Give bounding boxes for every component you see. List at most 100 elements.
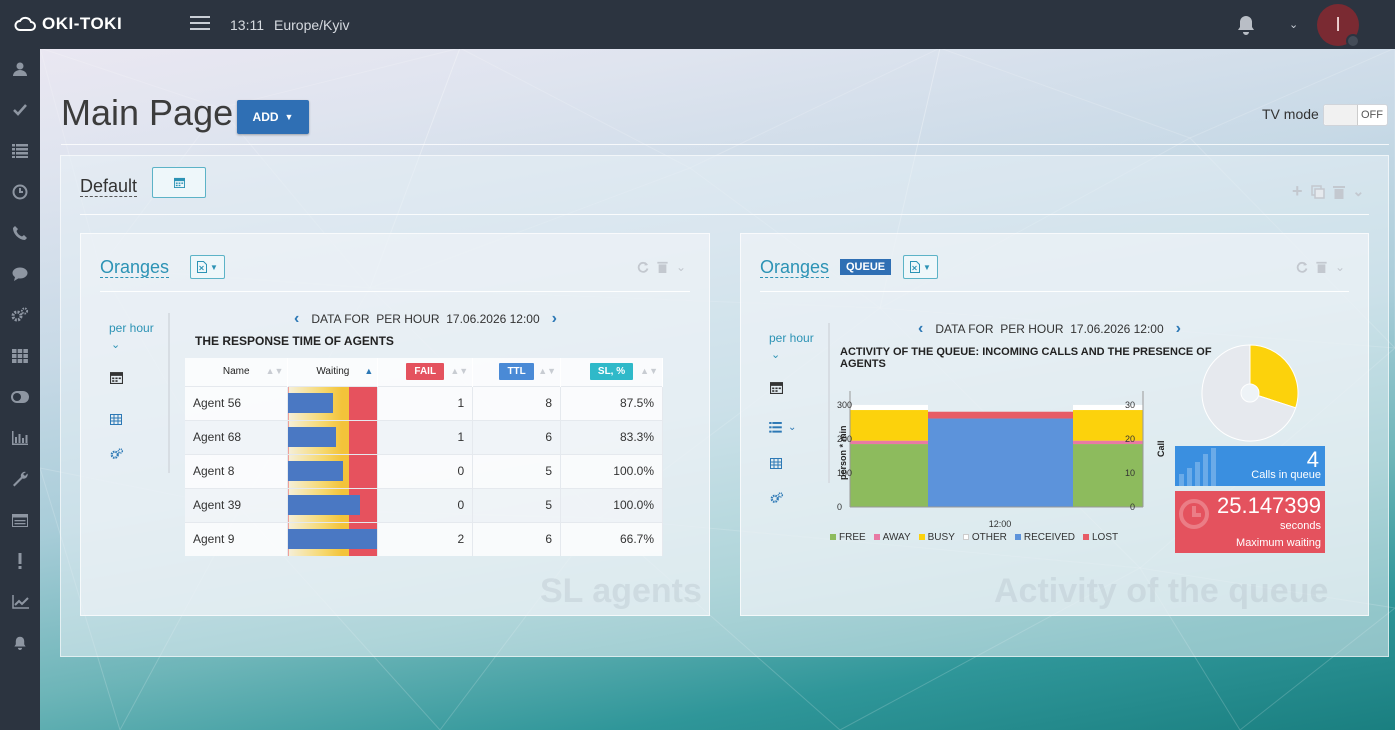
prev-arrow-icon[interactable]: ‹ [294, 310, 300, 327]
tv-mode-toggle[interactable]: OFF [1323, 104, 1388, 126]
divider [61, 144, 1389, 145]
bar-away-0 [850, 440, 928, 445]
ttl-value: 6 [472, 419, 562, 454]
bar-busy-0 [850, 410, 928, 441]
sidebar-grid-icon[interactable] [0, 341, 40, 371]
sidebar-user-icon[interactable] [0, 54, 40, 84]
calendar-icon[interactable] [110, 371, 123, 384]
period-navigator: ‹ DATA FOR PER HOUR 17.06.2026 12:00 › [294, 310, 557, 328]
sidebar-chat-icon[interactable] [0, 259, 40, 289]
trash-icon[interactable] [1316, 261, 1327, 273]
cloud-icon [14, 16, 36, 31]
data-for-label: DATA FOR PER HOUR 17.06.2026 12:00 [311, 312, 540, 326]
chevron-down-icon: ▼ [923, 262, 931, 272]
sidebar-bell-icon[interactable] [0, 628, 40, 658]
add-button[interactable]: ADD ▼ [237, 100, 309, 134]
sidebar-bar-chart-icon[interactable] [0, 423, 40, 453]
legend-item-away[interactable]: AWAY [873, 532, 911, 543]
sidebar-clock-icon[interactable] [0, 177, 40, 207]
sidebar-check-icon[interactable] [0, 95, 40, 125]
fail-value: 2 [377, 521, 474, 556]
export-excel-button[interactable]: ▼ [190, 255, 225, 279]
legend-item-received[interactable]: RECEIVED [1014, 532, 1075, 543]
trash-icon[interactable] [657, 261, 668, 273]
sidebar-list-icon[interactable] [0, 136, 40, 166]
period-select[interactable]: per hour [769, 331, 814, 345]
col-header-fail[interactable]: FAIL ▲▼ [377, 358, 474, 386]
widget-title[interactable]: Oranges [760, 257, 830, 278]
sidebar-alert-icon[interactable] [0, 546, 40, 576]
sl-value: 66.7% [560, 521, 663, 556]
bar-other-1 [1073, 404, 1143, 411]
chart-title: ACTIVITY OF THE QUEUE: INCOMING CALLS AN… [840, 346, 1212, 370]
plus-icon[interactable]: + [1292, 181, 1303, 201]
period-chevron-icon[interactable]: ⌄ [111, 339, 121, 351]
prev-arrow-icon[interactable]: ‹ [918, 320, 924, 337]
dashboard-name[interactable]: Default [80, 176, 138, 197]
table-view-icon[interactable] [110, 414, 122, 425]
legend-item-lost[interactable]: LOST [1083, 532, 1118, 543]
copy-icon[interactable] [1310, 184, 1325, 199]
settings-gears-icon[interactable] [110, 448, 124, 460]
waiting-bar [288, 426, 337, 447]
chevron-down-icon[interactable]: ⌄ [676, 260, 687, 274]
trash-icon[interactable] [1332, 185, 1345, 199]
chart-title: THE RESPONSE TIME OF AGENTS [195, 334, 394, 348]
sidebar-toggle-icon[interactable] [0, 382, 40, 412]
logo[interactable]: OKI-TOKI [14, 14, 122, 34]
bar-free-1 [1073, 444, 1143, 507]
chevron-down-icon: ▼ [210, 262, 218, 272]
clock-icon [1179, 499, 1209, 529]
fail-value: 1 [377, 419, 474, 454]
col-header-sl[interactable]: SL, % ▲▼ [560, 358, 663, 386]
clock: 13:11 [230, 17, 264, 33]
legend-item-busy[interactable]: BUSY [918, 532, 955, 543]
notifications-bell-icon[interactable] [1236, 14, 1256, 39]
agent-name: Agent 9 [185, 521, 289, 556]
waiting-bar-cell [287, 385, 379, 420]
legend-item-free[interactable]: FREE [830, 532, 866, 543]
calendar-icon [173, 177, 185, 188]
sidebar-line-chart-icon[interactable] [0, 587, 40, 617]
queue-badge: QUEUE [840, 259, 892, 275]
col-header-waiting[interactable]: Waiting ▲ [287, 358, 379, 386]
calendar-icon[interactable] [770, 381, 783, 394]
list-view-button[interactable]: ⌄ [769, 422, 796, 433]
waiting-bar [288, 392, 333, 413]
sidebar-wrench-icon[interactable] [0, 464, 40, 494]
y2-tick-label: 10 [1125, 468, 1135, 478]
settings-gears-icon[interactable] [770, 492, 784, 504]
widget-title[interactable]: Oranges [100, 257, 170, 278]
y2-tick-label: 0 [1130, 502, 1135, 512]
pie-slice [1249, 344, 1299, 409]
sidebar-gears-icon[interactable] [0, 300, 40, 330]
sidebar-card-icon[interactable] [0, 505, 40, 535]
legend-item-other[interactable]: OTHER [962, 532, 1007, 543]
waiting-bar-cell [287, 453, 379, 488]
period-select[interactable]: per hour [109, 321, 154, 335]
next-arrow-icon[interactable]: › [551, 310, 557, 327]
export-excel-button[interactable]: ▼ [903, 255, 938, 279]
refresh-icon[interactable] [637, 261, 649, 273]
period-chevron-icon[interactable]: ⌄ [771, 349, 781, 361]
col-header-ttl[interactable]: TTL ▲▼ [472, 358, 562, 386]
widget-tools: ⌄ [1296, 260, 1345, 274]
menu-toggle-icon[interactable] [190, 16, 210, 32]
sl-value: 100.0% [560, 453, 663, 488]
y2-axis-label: Call [1156, 440, 1166, 457]
next-arrow-icon[interactable]: › [1175, 320, 1181, 337]
sidebar-phone-icon[interactable] [0, 218, 40, 248]
fail-value: 0 [377, 453, 474, 488]
calendar-button[interactable] [152, 167, 206, 198]
chevron-down-icon[interactable]: ⌄ [1352, 183, 1365, 199]
table-view-icon[interactable] [770, 458, 782, 469]
chevron-down-icon[interactable]: ⌄ [1335, 260, 1346, 274]
max-waiting-tile: 25.147399 seconds Maximum waiting [1175, 491, 1325, 553]
sidebar [0, 49, 40, 730]
bar-free-0 [850, 444, 928, 507]
y-axis-label: person * min [838, 425, 848, 480]
refresh-icon[interactable] [1296, 261, 1308, 273]
col-header-name[interactable]: Name ▲▼ [185, 358, 289, 386]
user-menu-chevron-icon[interactable]: ⌄ [1289, 19, 1299, 31]
